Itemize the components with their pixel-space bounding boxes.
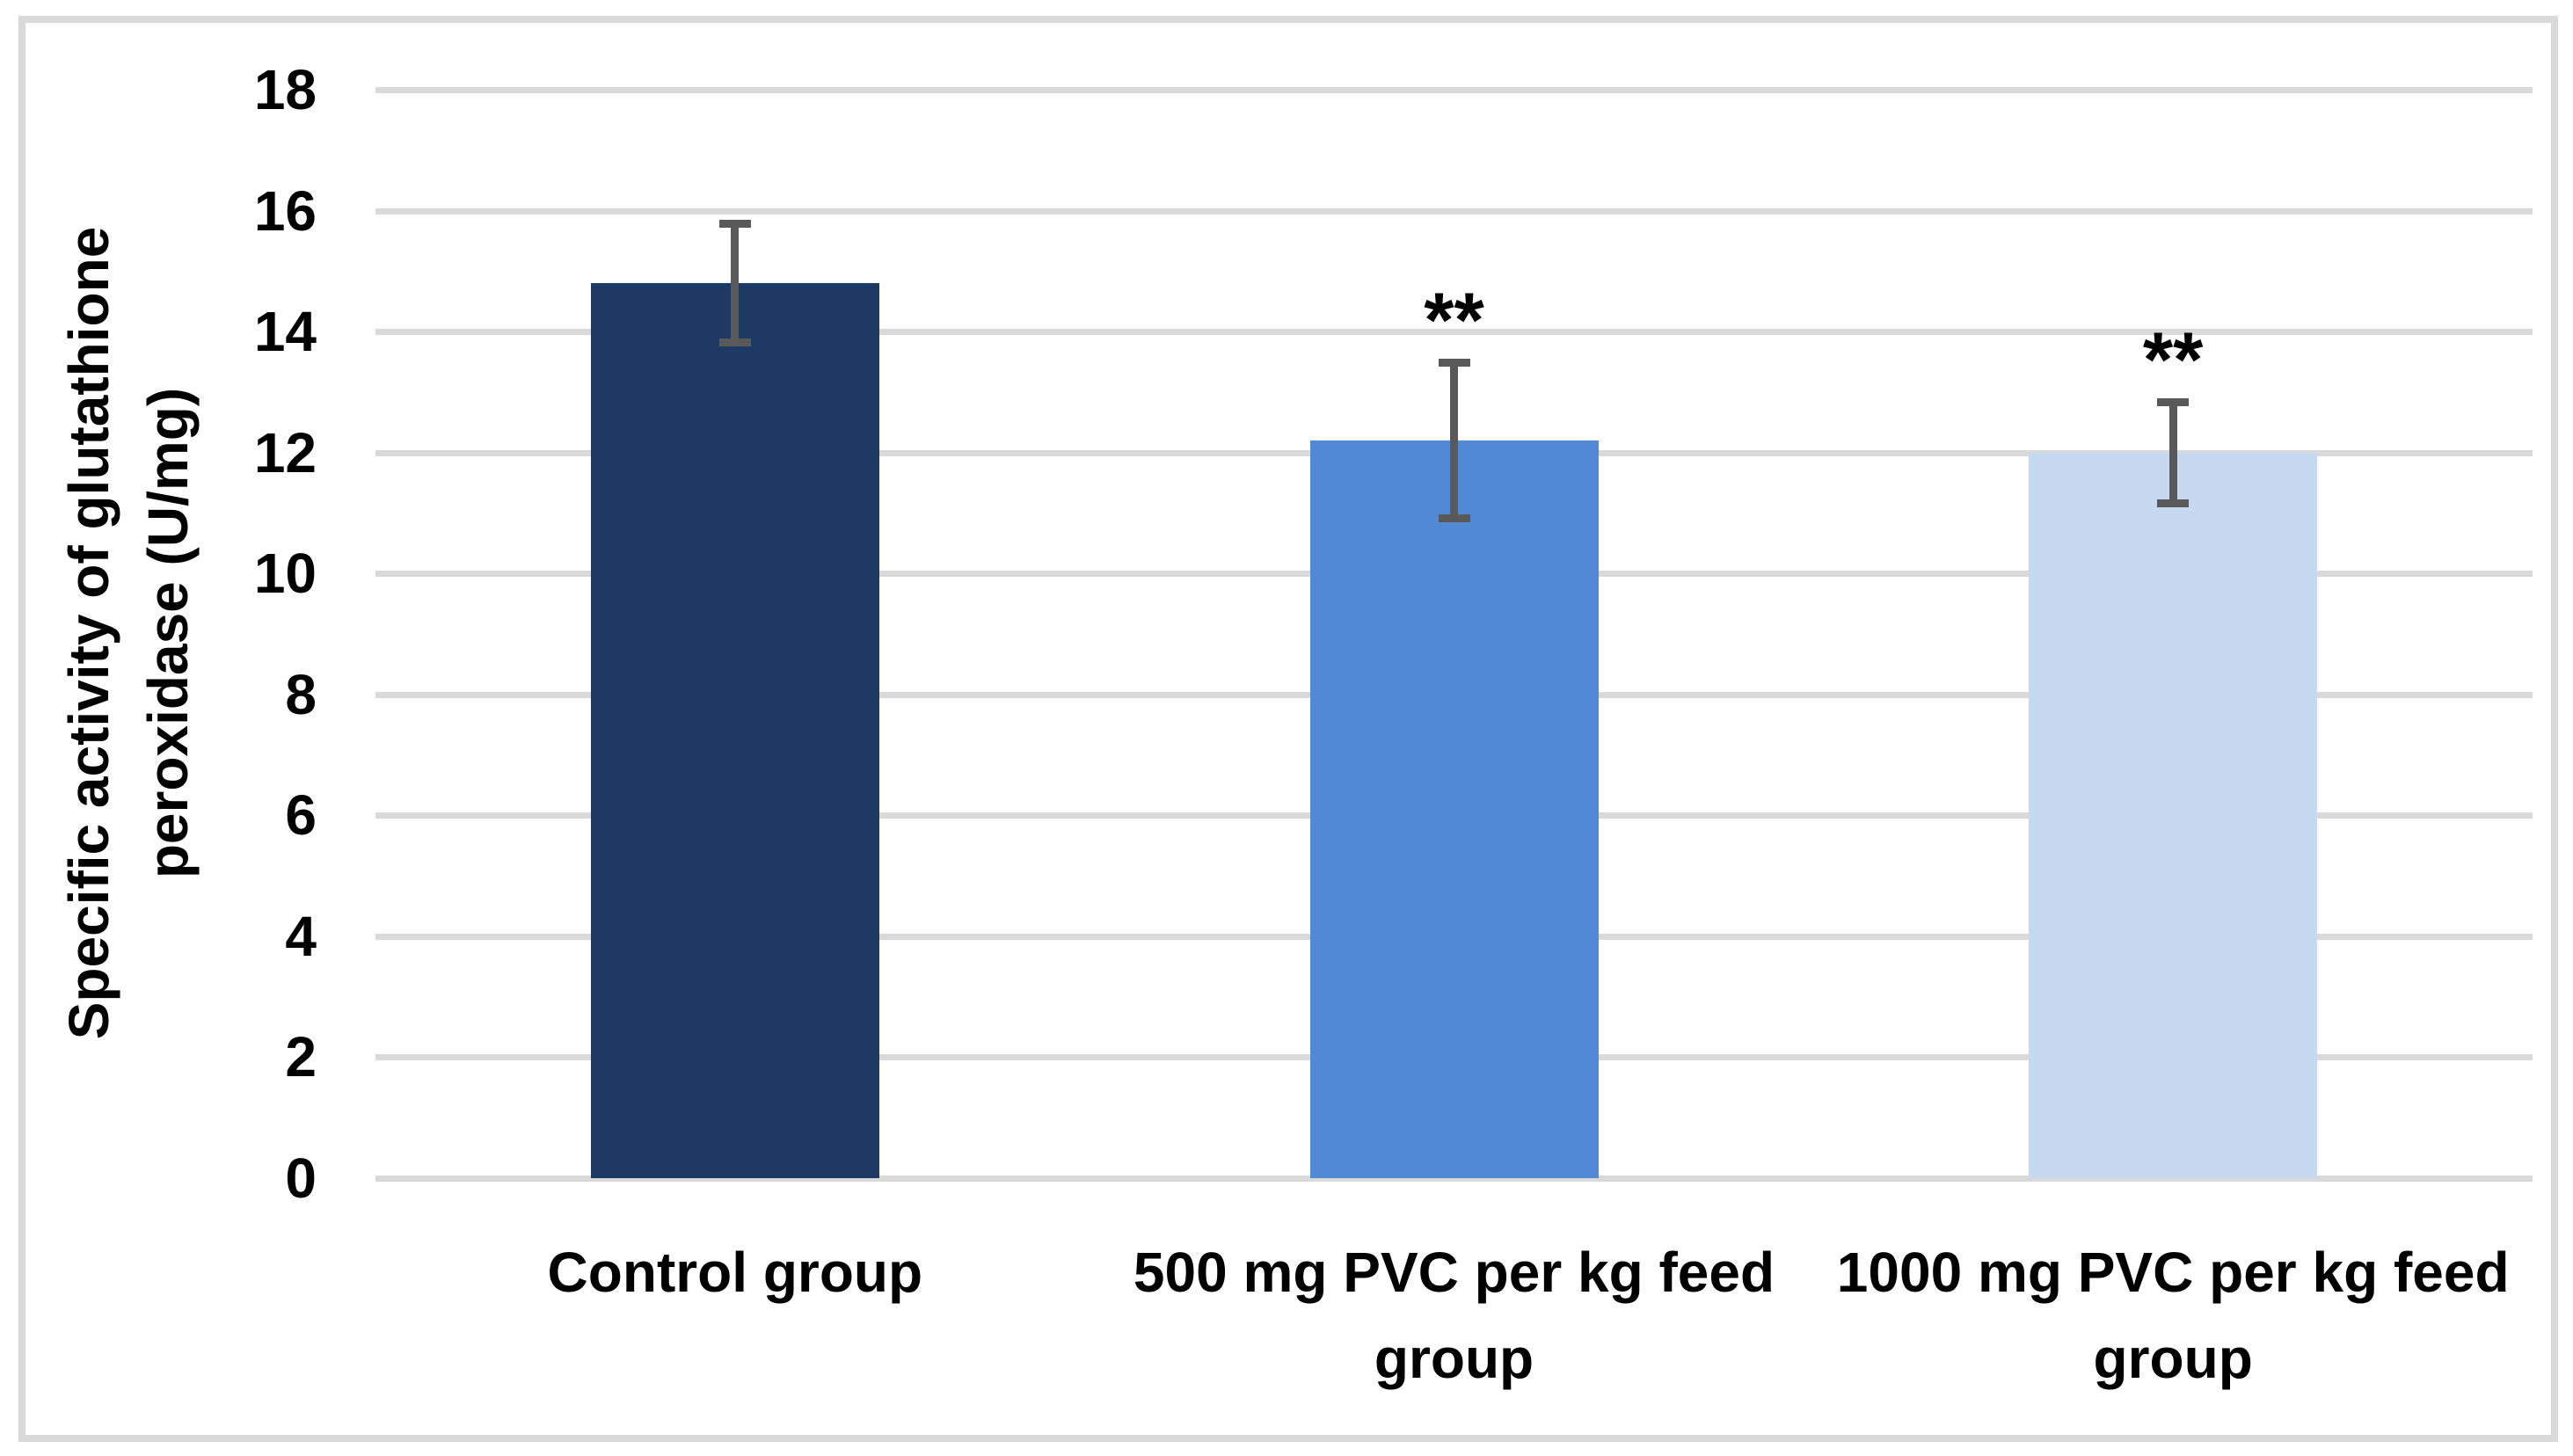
significance-asterisks: ** xyxy=(1424,276,1484,364)
y-tick-label: 16 xyxy=(253,178,317,243)
x-category-label: Control group xyxy=(547,1241,923,1304)
gridline xyxy=(375,87,2533,93)
x-category-label: 1000 mg PVC per kg feed group xyxy=(1836,1241,2510,1390)
gridline xyxy=(375,207,2533,215)
error-bar xyxy=(1450,359,1458,522)
error-bar-cap-top xyxy=(2157,397,2190,406)
y-tick-label: 4 xyxy=(285,904,317,968)
y-tick-label: 12 xyxy=(253,420,317,484)
y-tick-label: 6 xyxy=(285,783,317,848)
error-bar-cap-top xyxy=(718,219,751,228)
error-bar xyxy=(731,219,740,347)
y-tick-label: 18 xyxy=(253,58,317,121)
x-category-label: 500 mg PVC per kg feed group xyxy=(1133,1241,1775,1390)
bar-1000-mg-pvc-per-kg-feed-group xyxy=(2029,452,2318,1178)
y-tick-label: 14 xyxy=(253,300,317,364)
significance-asterisks: ** xyxy=(2142,315,2204,403)
y-tick-label: 2 xyxy=(285,1025,317,1089)
error-bar xyxy=(2168,397,2177,507)
gridline xyxy=(375,1176,2533,1182)
y-tick-label: 0 xyxy=(285,1147,317,1210)
chart-border xyxy=(18,16,2558,1442)
error-bar-cap-bottom xyxy=(718,339,751,347)
error-bar-cap-top xyxy=(1438,359,1470,368)
error-bar-cap-bottom xyxy=(1438,513,1470,522)
gridline xyxy=(375,329,2533,336)
error-bar-cap-bottom xyxy=(2157,499,2190,507)
bar-control-group xyxy=(590,283,879,1178)
bar-500-mg-pvc-per-kg-feed-group xyxy=(1309,440,1599,1178)
y-tick-label: 8 xyxy=(285,662,317,726)
y-tick-label: 10 xyxy=(253,542,317,606)
